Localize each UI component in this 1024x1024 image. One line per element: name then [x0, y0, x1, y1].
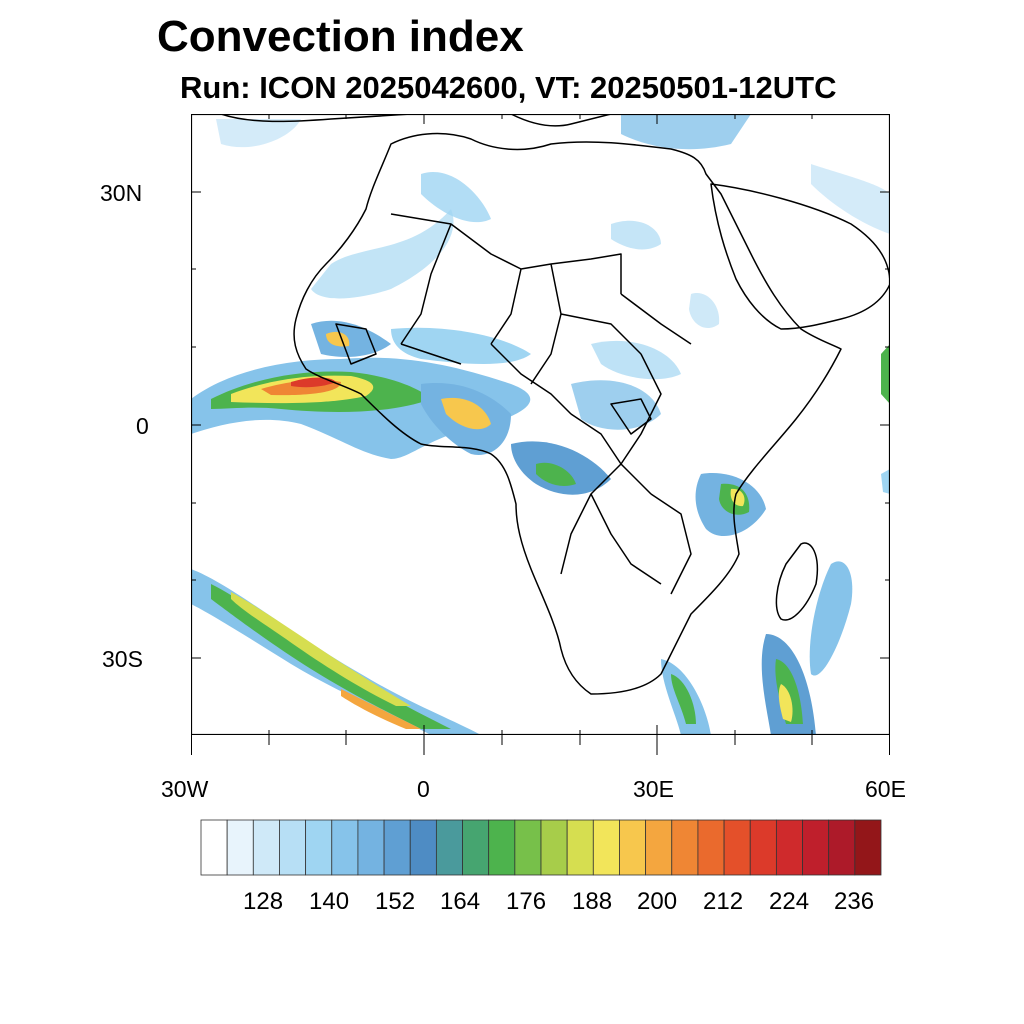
convection-area	[311, 209, 454, 299]
colorbar-box	[540, 819, 568, 876]
lon-label-0: 0	[417, 776, 430, 802]
coastlines	[220, 114, 890, 695]
colorbar-label: 224	[769, 888, 810, 915]
lat-label-30s: 30S	[102, 646, 143, 672]
convection-area	[291, 377, 336, 388]
colorbar-box	[749, 819, 777, 876]
colorbar-box	[252, 819, 280, 876]
colorbar-box	[200, 819, 228, 876]
convection-area	[611, 220, 661, 250]
convection-area	[421, 172, 491, 223]
country-border	[390, 213, 692, 595]
colorbar-box	[331, 819, 359, 876]
lat-label-0: 0	[136, 413, 149, 439]
europe-coastline	[220, 114, 612, 127]
lat-label-30n: 30N	[100, 180, 143, 206]
convection-area	[621, 114, 751, 150]
country-border	[335, 323, 652, 435]
axis-ticks	[191, 114, 890, 735]
convection-area	[536, 462, 576, 486]
convection-area	[311, 320, 391, 357]
convection-area	[671, 674, 696, 724]
map-plot	[191, 114, 890, 735]
colorbar-box	[619, 819, 647, 876]
convection-area	[231, 592, 411, 706]
convection-area	[811, 164, 890, 234]
colorbar-label: 236	[834, 888, 875, 915]
colorbar-label: 152	[375, 888, 416, 915]
colorbar-box	[854, 819, 882, 876]
colorbar-box	[488, 819, 516, 876]
convection-area	[881, 344, 890, 404]
madagascar-coastline	[775, 542, 818, 621]
convection-area	[441, 397, 491, 430]
colorbar-box	[226, 819, 254, 876]
colorbar	[200, 819, 882, 876]
colorbar-box	[514, 819, 542, 876]
convection-area	[341, 689, 421, 729]
convection-area	[391, 327, 531, 364]
colorbar-label: 164	[440, 888, 481, 915]
colorbar-box	[279, 819, 307, 876]
colorbar-box	[592, 819, 620, 876]
colorbar-box	[697, 819, 725, 876]
colorbar-box	[462, 819, 490, 876]
bottom-outer-ticks	[191, 735, 890, 755]
colorbar-label: 140	[309, 888, 350, 915]
lon-label-30w: 30W	[161, 776, 209, 802]
convection-area	[809, 561, 853, 676]
chart-subtitle: Run: ICON 2025042600, VT: 20250501-12UTC	[180, 70, 837, 105]
colorbar-label: 200	[637, 888, 678, 915]
colorbar-box	[645, 819, 673, 876]
colorbar-box	[775, 819, 803, 876]
convection-area	[216, 119, 301, 148]
colorbar-box	[305, 819, 333, 876]
convection-area	[191, 569, 481, 735]
colorbar-box	[357, 819, 385, 876]
colorbar-box	[671, 819, 699, 876]
colorbar-box	[828, 819, 856, 876]
convection-area	[571, 380, 661, 430]
convection-area	[689, 293, 720, 329]
colorbar-label: 176	[506, 888, 547, 915]
arabia-coastline	[710, 183, 890, 330]
lon-label-30e: 30E	[633, 776, 674, 802]
colorbar-label: 212	[703, 888, 744, 915]
convection-field	[191, 114, 890, 735]
colorbar-box	[383, 819, 411, 876]
colorbar-box	[566, 819, 594, 876]
colorbar-label: 128	[243, 888, 284, 915]
africa-coastline	[293, 132, 842, 695]
colorbar-box	[409, 819, 437, 876]
convection-area	[778, 684, 793, 722]
convection-area	[881, 469, 890, 494]
convection-area	[591, 340, 681, 380]
colorbar-box	[802, 819, 830, 876]
colorbar-box	[435, 819, 463, 876]
colorbar-box	[723, 819, 751, 876]
lon-label-60e: 60E	[865, 776, 906, 802]
chart-title: Convection index	[157, 12, 524, 61]
colorbar-label: 188	[572, 888, 613, 915]
